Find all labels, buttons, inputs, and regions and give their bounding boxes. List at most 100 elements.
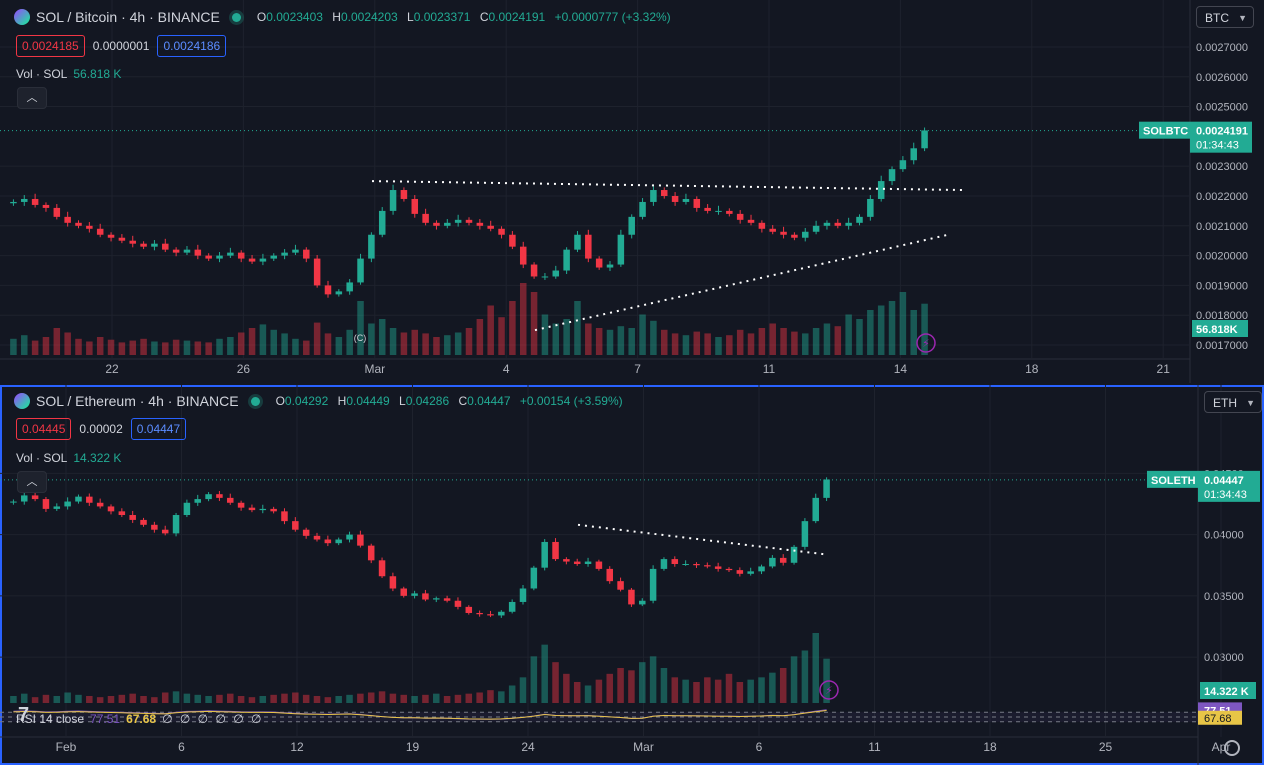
candle-body <box>21 495 28 502</box>
candle-body <box>552 541 559 560</box>
candle-body <box>823 479 830 498</box>
chart-pane-soleth[interactable]: 0.045000.040000.035000.03000Feb6121924Ma… <box>0 385 1264 765</box>
candle-body <box>454 600 462 607</box>
candle-body <box>151 243 158 247</box>
candle-body <box>216 494 223 498</box>
volume-bar <box>281 693 288 703</box>
candle-body <box>422 213 429 223</box>
collapse-legend-button[interactable]: ︿ <box>17 87 47 109</box>
ohlc-values: O0.0023403 H0.0024203 L0.0023371 C0.0024… <box>256 10 671 24</box>
volume-bar <box>64 332 71 355</box>
volume-bar <box>606 673 613 703</box>
volume-bar <box>541 314 549 355</box>
candle-body <box>856 216 863 223</box>
chevron-up-icon: ︿ <box>26 92 38 104</box>
candle-body <box>183 502 191 516</box>
candle-body <box>519 588 527 602</box>
volume-bar <box>422 694 429 703</box>
symbol-title[interactable]: SOL / Ethereum · 4h · BINANCE <box>36 393 239 409</box>
volume-bar <box>281 333 288 355</box>
volume-bar <box>227 337 234 355</box>
currency-select[interactable]: BTC ▼ <box>1196 6 1254 28</box>
price-tick-label: 0.04000 <box>1204 530 1244 542</box>
candle-body <box>433 222 440 226</box>
volume-bar <box>910 310 917 355</box>
sell-button[interactable]: 0.0024185 <box>16 35 85 57</box>
volume-bar <box>573 682 581 703</box>
candle-body <box>194 499 201 503</box>
market-status-icon[interactable] <box>250 396 260 406</box>
time-tick-label: 22 <box>105 362 119 376</box>
candle-body <box>617 234 625 265</box>
candle-body <box>96 228 104 235</box>
candle-body <box>129 515 136 520</box>
settings-gear-icon[interactable] <box>1224 740 1240 756</box>
time-tick-label: 25 <box>1099 740 1113 754</box>
candle-body <box>324 285 332 295</box>
candle-body <box>714 566 722 569</box>
candle-body <box>324 539 332 544</box>
volume-bar <box>704 333 711 355</box>
volume-bar <box>270 329 278 355</box>
candle-body <box>921 130 928 149</box>
volume-bar <box>422 333 429 355</box>
volume-bar <box>42 694 50 703</box>
candle-body <box>639 201 646 217</box>
price-tick-label: 0.03500 <box>1204 591 1244 603</box>
chart-canvas-solbtc[interactable]: 0.0027000 0.0026000 0.0025000 0.0023000 0.00… <box>0 0 1264 383</box>
candle-body <box>378 210 386 235</box>
candle-body <box>509 234 516 247</box>
volume-bar <box>324 333 332 355</box>
countdown-label: 01:34:43 <box>1204 489 1247 501</box>
volume-bar <box>86 696 93 703</box>
candle-body <box>400 588 407 596</box>
tradingview-logo[interactable]: 7 <box>18 704 29 726</box>
volume-bar <box>248 328 256 355</box>
volume-bar <box>172 691 180 703</box>
lightning-icon <box>819 680 839 700</box>
candle-body <box>75 496 82 502</box>
candle-body <box>378 560 386 577</box>
candle-body <box>595 258 603 268</box>
candle-body <box>736 570 744 574</box>
candle-body <box>292 521 299 530</box>
volume-bar <box>335 337 343 355</box>
volume-bar <box>161 692 169 703</box>
price-badge <box>1198 470 1260 502</box>
candle-body <box>519 246 527 265</box>
trendline-resistance <box>371 180 963 192</box>
candle-body <box>660 559 668 569</box>
candle-body <box>443 598 451 601</box>
volume-badge <box>1192 320 1248 337</box>
volume-bar <box>205 342 212 355</box>
currency-select[interactable]: ETH ▼ <box>1204 391 1262 413</box>
sell-button[interactable]: 0.04445 <box>16 418 72 440</box>
volume-bar <box>509 301 516 355</box>
candle-body <box>281 252 288 256</box>
volume-bar <box>205 696 212 703</box>
buy-button[interactable]: 0.04447 <box>130 418 187 440</box>
volume-bar <box>118 342 126 355</box>
market-status-icon[interactable] <box>231 12 241 22</box>
collapse-legend-button[interactable]: ︿ <box>17 471 47 493</box>
volume-bar <box>628 328 635 355</box>
volume-bar <box>346 329 353 355</box>
candle-body <box>357 534 364 546</box>
volume-bar <box>216 694 223 703</box>
candle-body <box>888 169 896 182</box>
candle-body <box>584 561 592 564</box>
price-tick-label: 0.0026000 <box>1196 72 1248 84</box>
candle-body <box>823 222 831 226</box>
volume-bar <box>31 340 39 355</box>
candle-body <box>367 545 375 561</box>
chart-pane-solbtc[interactable]: 0.0027000 0.0026000 0.0025000 0.0023000 0.00… <box>0 0 1264 383</box>
chart-canvas-soleth[interactable]: 0.045000.040000.035000.03000Feb6121924Ma… <box>0 385 1264 765</box>
volume-bar <box>747 333 755 355</box>
candle-body <box>140 243 147 247</box>
symbol-title[interactable]: SOL / Bitcoin · 4h · BINANCE <box>36 9 220 25</box>
candle-body <box>671 195 679 202</box>
candle-body <box>617 581 624 590</box>
candle-body <box>704 565 711 567</box>
candle-body <box>357 258 364 283</box>
buy-button[interactable]: 0.0024186 <box>157 35 227 57</box>
